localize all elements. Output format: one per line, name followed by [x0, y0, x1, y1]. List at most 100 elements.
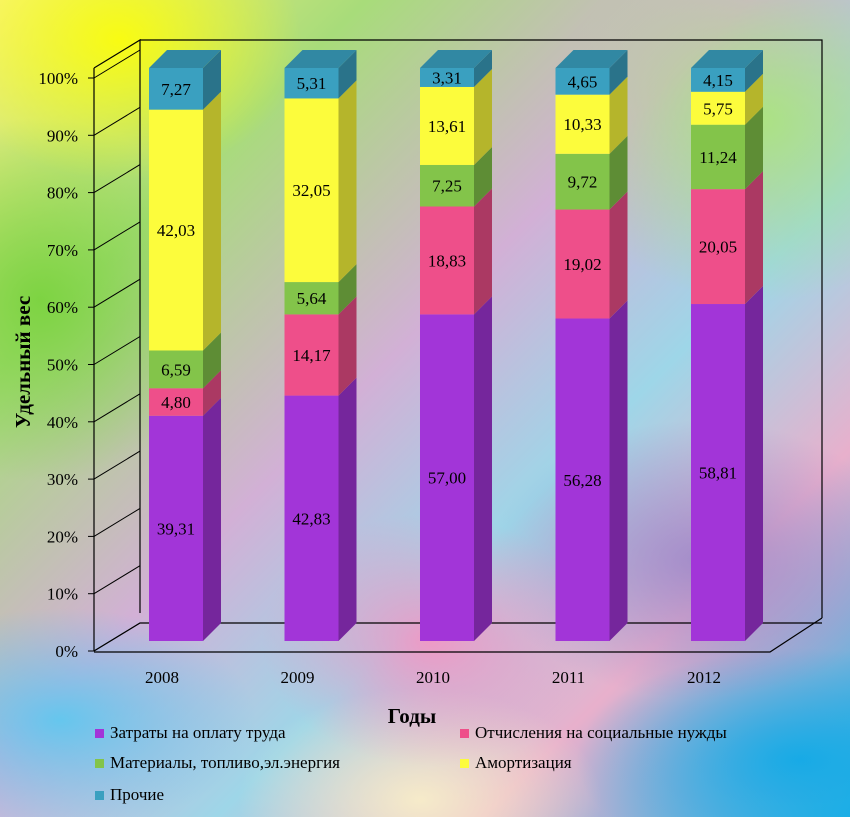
data-label: 4,65 — [568, 72, 598, 91]
data-label: 56,28 — [563, 471, 601, 490]
bar-segment-side — [338, 80, 357, 283]
y-tick-depth-line — [93, 393, 141, 423]
bar-segment — [691, 124, 745, 190]
data-label: 20,05 — [699, 238, 737, 257]
bar-segment — [555, 68, 610, 95]
bar-segment-side — [338, 50, 357, 99]
bar-segment — [149, 68, 203, 110]
data-label: 13,61 — [428, 117, 466, 136]
bar-segment — [284, 282, 339, 315]
bar-segment — [420, 86, 474, 165]
bar-segment-side — [474, 146, 492, 207]
y-tick-label: 90% — [47, 126, 78, 145]
bar-segment — [420, 314, 474, 641]
data-label: 19,02 — [563, 255, 601, 274]
x-tick-label: 2009 — [281, 668, 315, 687]
bar-segment — [555, 94, 610, 154]
bar-segment — [284, 395, 339, 641]
bar-segment — [420, 164, 474, 207]
y-tick-label: 40% — [47, 413, 78, 432]
bar-stack-2010: 57,00 18,83 7,25 13,61 3,31 — [420, 50, 492, 641]
y-tick-depth-line — [93, 106, 141, 136]
bar-top-face — [284, 50, 357, 68]
bar-segment-side — [609, 50, 628, 95]
bar-segment-side — [609, 135, 628, 210]
bar-segment — [149, 350, 203, 389]
y-tick-label: 50% — [47, 356, 78, 375]
y-tick-label: 10% — [47, 585, 78, 604]
bar-segment-side — [203, 397, 221, 641]
y-tick-depth-line — [93, 507, 141, 537]
data-label: 57,00 — [428, 469, 466, 488]
y-tick-label: 30% — [47, 470, 78, 489]
bar-segment — [691, 91, 745, 125]
bar-top-face — [691, 50, 763, 68]
back-wall-left-edge — [93, 38, 141, 613]
y-tick-depth-line — [93, 565, 141, 595]
bar-top-face — [555, 50, 628, 68]
data-label: 3,31 — [432, 68, 462, 87]
bar-segment-side — [203, 332, 221, 389]
data-label: 5,31 — [297, 74, 327, 93]
x-axis-label: Годы — [388, 704, 436, 728]
bar-segment — [420, 68, 474, 87]
data-label: 5,75 — [703, 99, 733, 118]
bar-stack-2012: 58,81 20,05 11,24 5,75 4,15 — [691, 50, 763, 641]
y-tick-depth-line — [93, 164, 141, 194]
data-label: 9,72 — [568, 173, 598, 192]
bar-segment — [555, 153, 610, 210]
bar-stack-2009: 42,83 14,17 5,64 32,05 5,31 — [284, 50, 357, 641]
bar-segment-side — [474, 188, 492, 315]
x-tick-label: 2008 — [145, 668, 179, 687]
bar-segment-side — [745, 73, 763, 125]
data-label: 7,27 — [161, 80, 191, 99]
floor-front-edge — [94, 617, 823, 653]
data-label: 58,81 — [699, 464, 737, 483]
data-label: 4,15 — [703, 71, 733, 90]
bar-segment — [149, 109, 203, 351]
bar-stack-2008: 39,31 4,80 6,59 42,03 7,27 — [149, 50, 221, 641]
bar-segment — [420, 206, 474, 315]
bar-segment — [149, 415, 203, 641]
bar-segment-side — [474, 68, 492, 165]
y-tick-depth-line — [93, 49, 141, 79]
bar-segment — [284, 314, 339, 396]
bar-segment-side — [203, 370, 221, 416]
bar-segment — [284, 98, 339, 283]
x-tick-label: 2011 — [552, 668, 585, 687]
bar-segment-side — [609, 191, 628, 319]
bar-segment-side — [745, 50, 763, 92]
y-axis-label: Удельный вес — [11, 296, 35, 428]
data-label: 7,25 — [432, 177, 462, 196]
data-label: 11,24 — [699, 148, 737, 167]
y-tick-label: 70% — [47, 241, 78, 260]
y-tick-label: 80% — [47, 184, 78, 203]
back-wall — [140, 39, 823, 618]
bar-segment — [691, 68, 745, 92]
y-tick-label: 0% — [55, 642, 78, 661]
y-tick-label: 60% — [47, 298, 78, 317]
y-tick-depth-line — [93, 622, 141, 652]
bar-segment-side — [474, 50, 492, 87]
bar-top-face — [420, 50, 492, 68]
data-label: 5,64 — [297, 289, 327, 308]
bar-segment — [691, 304, 745, 641]
data-label: 10,33 — [563, 115, 601, 134]
data-label: 4,80 — [161, 393, 191, 412]
bar-segment-side — [745, 171, 763, 305]
x-axis-ticks: 2008 2009 2010 2011 2012 — [145, 668, 721, 687]
bar-segment — [149, 388, 203, 416]
bar-segment-side — [338, 377, 357, 641]
y-tick-label: 20% — [47, 527, 78, 546]
bar-segment — [555, 318, 610, 641]
y-tick-label: 100% — [38, 69, 78, 88]
bar-segment-side — [474, 296, 492, 641]
bar-segment-side — [203, 50, 221, 110]
bar-segment — [691, 189, 745, 305]
bar-segment-side — [338, 264, 357, 315]
bar-segment — [284, 68, 339, 99]
bar-segment-side — [745, 106, 763, 190]
data-label: 14,17 — [292, 346, 331, 365]
y-tick-depth-line — [93, 336, 141, 365]
